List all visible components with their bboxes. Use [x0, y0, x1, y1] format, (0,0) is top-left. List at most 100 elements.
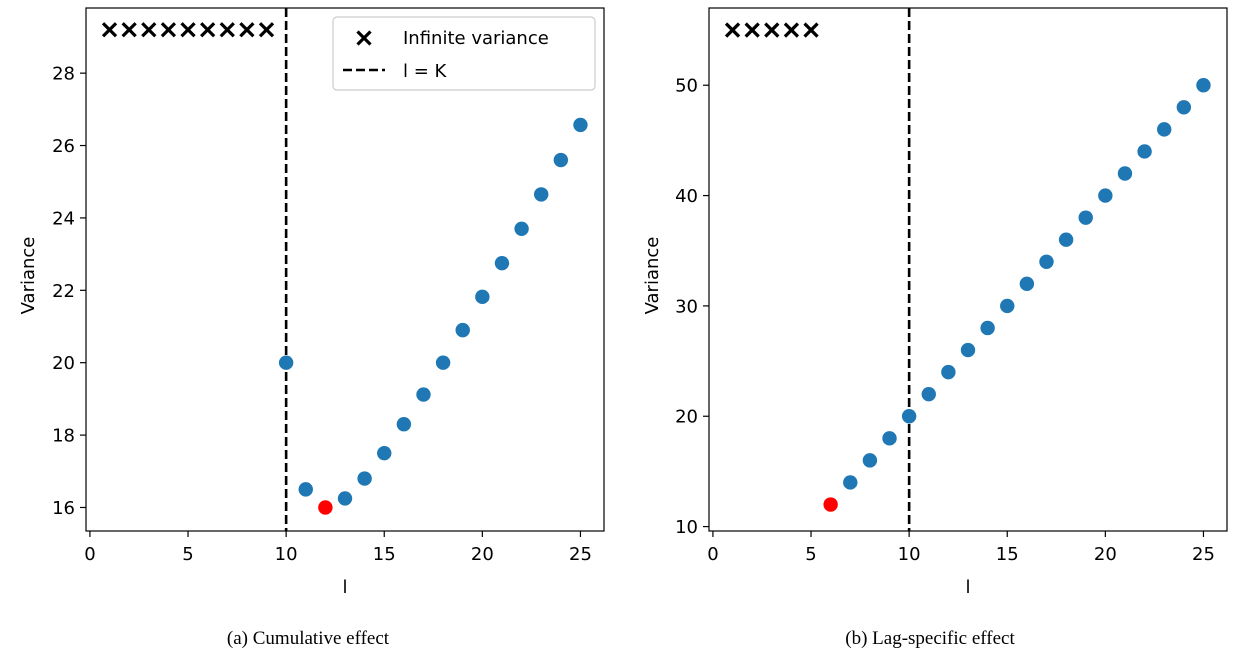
x-tick-label: 0 [84, 544, 95, 565]
plot-frame [708, 7, 1228, 532]
y-tick-label: 28 [52, 64, 75, 85]
y-tick-label: 10 [675, 517, 698, 538]
data-point [435, 355, 451, 370]
x-stroke [356, 30, 372, 46]
y-tick-label: 22 [52, 281, 75, 302]
data-point [1019, 276, 1035, 292]
x-tick-label: 25 [569, 544, 592, 565]
infinite-variance-marker [803, 22, 819, 38]
data-point [1078, 210, 1093, 225]
data-point [960, 342, 976, 358]
x-stroke [101, 22, 118, 38]
minimum-point [318, 500, 333, 515]
data-point [396, 417, 412, 432]
data-point [455, 322, 470, 338]
y-axis-label: Variance [642, 237, 663, 315]
panel-caption: (b) Lag-specific effect [845, 628, 1015, 649]
data-point [862, 453, 878, 468]
x-tick-label: 5 [182, 544, 193, 565]
y-tick-label: 30 [675, 296, 698, 317]
y-axis-label: Variance [18, 237, 39, 315]
legend: Infinite variance l = K [332, 16, 596, 91]
data-point [1157, 122, 1172, 137]
x-stroke [724, 22, 741, 38]
x-stroke [783, 22, 800, 38]
data-point [1058, 232, 1074, 247]
legend-frame [332, 16, 596, 91]
y-tick-label: 20 [52, 353, 75, 374]
panel-caption: (a) Cumulative effect [227, 628, 390, 649]
y-tick-label: 50 [675, 76, 698, 97]
data-point [921, 386, 936, 402]
x-stroke [258, 22, 275, 38]
x-tick-label: 20 [471, 544, 494, 565]
infinite-variance-marker [764, 22, 780, 38]
infinite-variance-marker [219, 22, 235, 38]
x-stroke [180, 22, 196, 38]
data-point [1196, 78, 1211, 93]
x-stroke [219, 22, 235, 38]
x-stroke [160, 22, 177, 38]
data-point [573, 117, 588, 133]
infinite-variance-marker [783, 22, 800, 38]
x-stroke [200, 22, 216, 38]
data-point [843, 475, 858, 490]
panel-cumulative-effect: 0 5 10 15 20 25 16 18 20 22 24 26 28 l Variance Infinit… [18, 7, 605, 649]
x-stroke [764, 22, 780, 38]
y-tick-label: 16 [52, 498, 75, 519]
x-tick-label: 0 [707, 544, 718, 565]
data-point [1137, 144, 1152, 159]
legend-label: l = K [403, 61, 448, 82]
infinite-variance-marker [160, 22, 177, 38]
x-axis-label: l [965, 577, 970, 598]
x-stroke [744, 22, 760, 38]
minimum-point [823, 497, 838, 512]
data-point [494, 255, 510, 271]
data-point [882, 431, 897, 446]
x-tick-label: 10 [275, 544, 298, 565]
data-point [553, 152, 569, 168]
data-point [1117, 166, 1133, 181]
y-tick-label: 24 [52, 208, 75, 229]
data-point [357, 471, 372, 486]
data-point [337, 491, 353, 506]
x-stroke [803, 22, 819, 38]
data-point [1098, 188, 1113, 203]
plot-frame [85, 7, 605, 532]
data-point [901, 409, 917, 424]
infinite-variance-marker [121, 22, 137, 38]
infinite-variance-marker [200, 22, 216, 38]
infinite-variance-marker [180, 22, 196, 38]
data-point [278, 355, 294, 370]
panel-lag-specific-effect: 0 5 10 15 20 25 10 20 30 40 50 l Variance (b) Lag-spe… [642, 7, 1228, 649]
data-point [514, 221, 529, 236]
x-tick-label: 25 [1192, 544, 1215, 565]
y-tick-label: 40 [675, 186, 698, 207]
x-tick-label: 15 [996, 544, 1019, 565]
legend-x-marker-icon [356, 30, 372, 46]
y-tick-label: 26 [52, 136, 75, 157]
data-point [475, 289, 490, 305]
x-tick-label: 20 [1094, 544, 1117, 565]
data-point [298, 482, 313, 497]
data-point [377, 445, 392, 461]
x-tick-label: 10 [898, 544, 921, 565]
data-point [980, 320, 995, 336]
infinite-variance-marker [101, 22, 118, 38]
data-point [534, 187, 549, 202]
x-stroke [141, 22, 157, 38]
y-tick-label: 20 [675, 407, 698, 428]
infinite-variance-marker [239, 22, 255, 38]
data-point [1176, 100, 1192, 115]
x-axis-label: l [342, 577, 347, 598]
data-point [1039, 254, 1054, 269]
infinite-variance-marker [141, 22, 157, 38]
infinite-variance-marker [724, 22, 741, 38]
legend-label: Infinite variance [403, 28, 549, 49]
x-tick-label: 5 [805, 544, 816, 565]
infinite-variance-marker [258, 22, 275, 38]
x-tick-label: 15 [373, 544, 396, 565]
infinite-variance-marker [744, 22, 760, 38]
data-point [1000, 298, 1015, 314]
